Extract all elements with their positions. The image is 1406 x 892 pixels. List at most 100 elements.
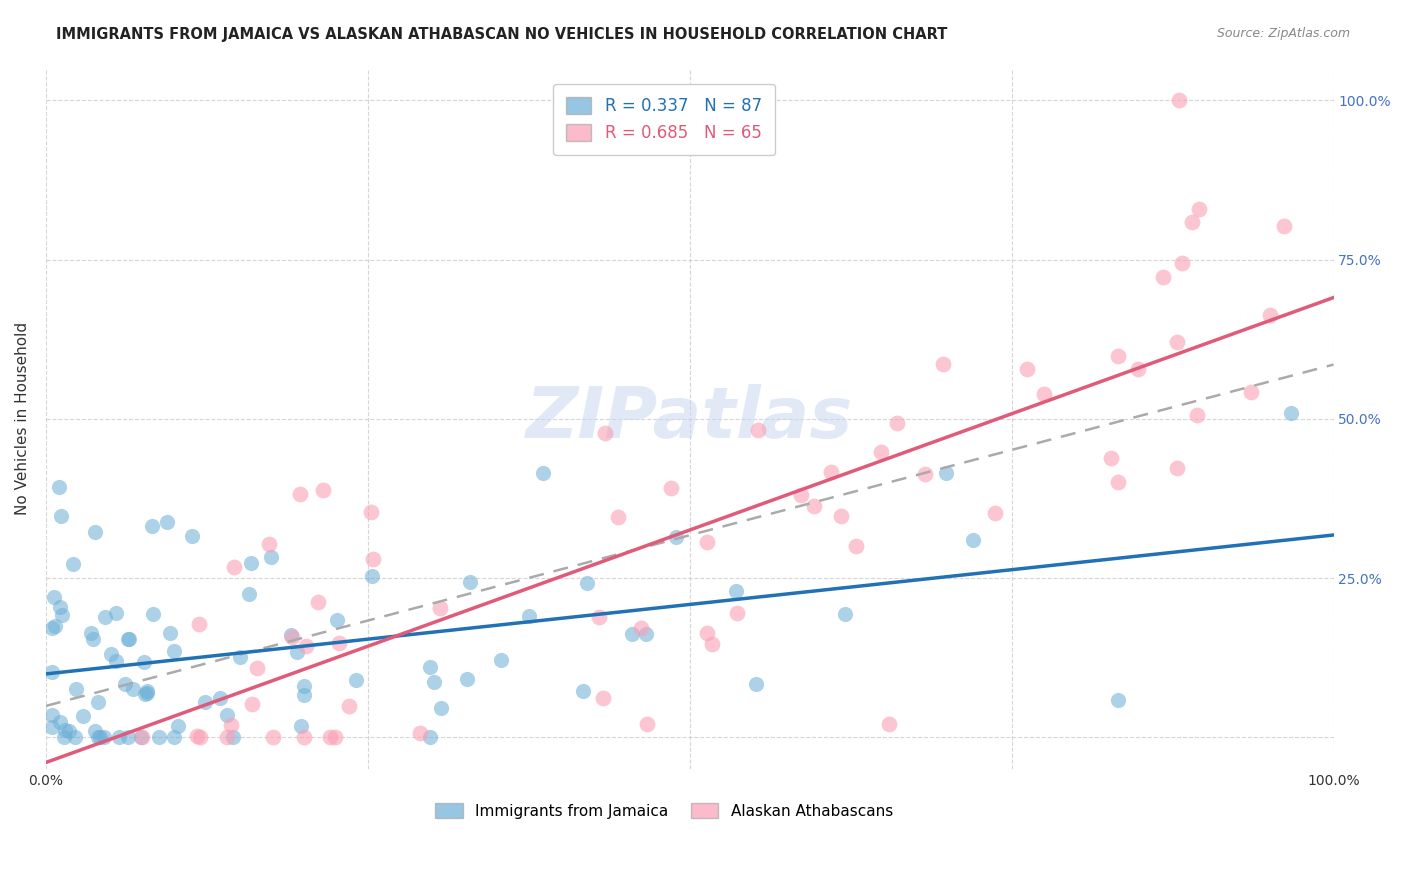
- Point: [292, 679, 315, 693]
- Point: [312, 483, 335, 497]
- Point: [1017, 362, 1039, 376]
- Point: [114, 676, 136, 690]
- Point: [696, 626, 718, 640]
- Point: [592, 691, 614, 706]
- Point: [292, 689, 315, 703]
- Point: [747, 423, 769, 437]
- Point: [49, 600, 72, 615]
- Point: [105, 606, 128, 620]
- Point: [221, 718, 243, 732]
- Point: [1128, 362, 1150, 376]
- Point: [240, 556, 263, 570]
- Point: [419, 731, 441, 745]
- Point: [456, 672, 478, 686]
- Point: [159, 625, 181, 640]
- Point: [588, 609, 610, 624]
- Point: [531, 467, 554, 481]
- Point: [246, 661, 269, 675]
- Point: [122, 682, 145, 697]
- Point: [209, 691, 232, 706]
- Point: [1185, 408, 1208, 422]
- Point: [1167, 94, 1189, 108]
- Point: [914, 467, 936, 481]
- Point: [659, 481, 682, 495]
- Point: [82, 632, 104, 647]
- Point: [48, 480, 70, 494]
- Point: [344, 673, 367, 687]
- Point: [187, 617, 209, 632]
- Point: [702, 637, 724, 651]
- Point: [215, 707, 238, 722]
- Point: [803, 499, 825, 513]
- Point: [135, 686, 157, 700]
- Point: [156, 515, 179, 529]
- Point: [290, 719, 312, 733]
- Point: [575, 575, 598, 590]
- Point: [621, 626, 644, 640]
- Point: [134, 687, 156, 701]
- Point: [1181, 215, 1204, 229]
- Point: [607, 510, 630, 524]
- Point: [1107, 475, 1129, 489]
- Point: [117, 632, 139, 646]
- Point: [163, 643, 186, 657]
- Point: [186, 730, 208, 744]
- Point: [724, 583, 747, 598]
- Point: [136, 684, 159, 698]
- Point: [280, 630, 302, 644]
- Point: [1166, 334, 1188, 349]
- Point: [93, 610, 115, 624]
- Point: [131, 731, 153, 745]
- Point: [409, 725, 432, 739]
- Text: IMMIGRANTS FROM JAMAICA VS ALASKAN ATHABASCAN NO VEHICLES IN HOUSEHOLD CORRELATI: IMMIGRANTS FROM JAMAICA VS ALASKAN ATHAB…: [56, 27, 948, 42]
- Point: [41, 720, 63, 734]
- Point: [323, 731, 346, 745]
- Point: [636, 717, 658, 731]
- Y-axis label: No Vehicles in Household: No Vehicles in Household: [15, 322, 30, 516]
- Point: [148, 731, 170, 745]
- Text: ZIPatlas: ZIPatlas: [526, 384, 853, 453]
- Point: [49, 714, 72, 729]
- Point: [932, 358, 955, 372]
- Point: [328, 636, 350, 650]
- Point: [222, 731, 245, 745]
- Legend: Immigrants from Jamaica, Alaskan Athabascans: Immigrants from Jamaica, Alaskan Athabas…: [429, 797, 898, 825]
- Point: [1032, 386, 1054, 401]
- Point: [117, 632, 139, 647]
- Point: [593, 426, 616, 441]
- Point: [1258, 308, 1281, 322]
- Point: [361, 569, 384, 583]
- Point: [1188, 202, 1211, 217]
- Point: [665, 530, 688, 544]
- Point: [1239, 384, 1261, 399]
- Point: [725, 606, 748, 620]
- Point: [257, 536, 280, 550]
- Point: [429, 600, 451, 615]
- Point: [42, 590, 65, 604]
- Point: [886, 416, 908, 430]
- Point: [1272, 219, 1295, 233]
- Point: [1279, 406, 1302, 420]
- Point: [41, 665, 63, 680]
- Point: [89, 731, 111, 745]
- Point: [1099, 450, 1122, 465]
- Point: [52, 731, 75, 745]
- Point: [984, 506, 1007, 520]
- Point: [491, 652, 513, 666]
- Point: [869, 445, 891, 459]
- Point: [326, 613, 349, 627]
- Point: [423, 674, 446, 689]
- Point: [790, 488, 813, 502]
- Point: [49, 509, 72, 524]
- Point: [1171, 256, 1194, 270]
- Point: [44, 619, 66, 633]
- Text: Source: ZipAtlas.com: Source: ZipAtlas.com: [1216, 27, 1350, 40]
- Point: [100, 647, 122, 661]
- Point: [72, 709, 94, 723]
- Point: [240, 697, 263, 711]
- Point: [745, 677, 768, 691]
- Point: [1152, 270, 1174, 285]
- Point: [834, 607, 856, 621]
- Point: [132, 655, 155, 669]
- Point: [228, 650, 250, 665]
